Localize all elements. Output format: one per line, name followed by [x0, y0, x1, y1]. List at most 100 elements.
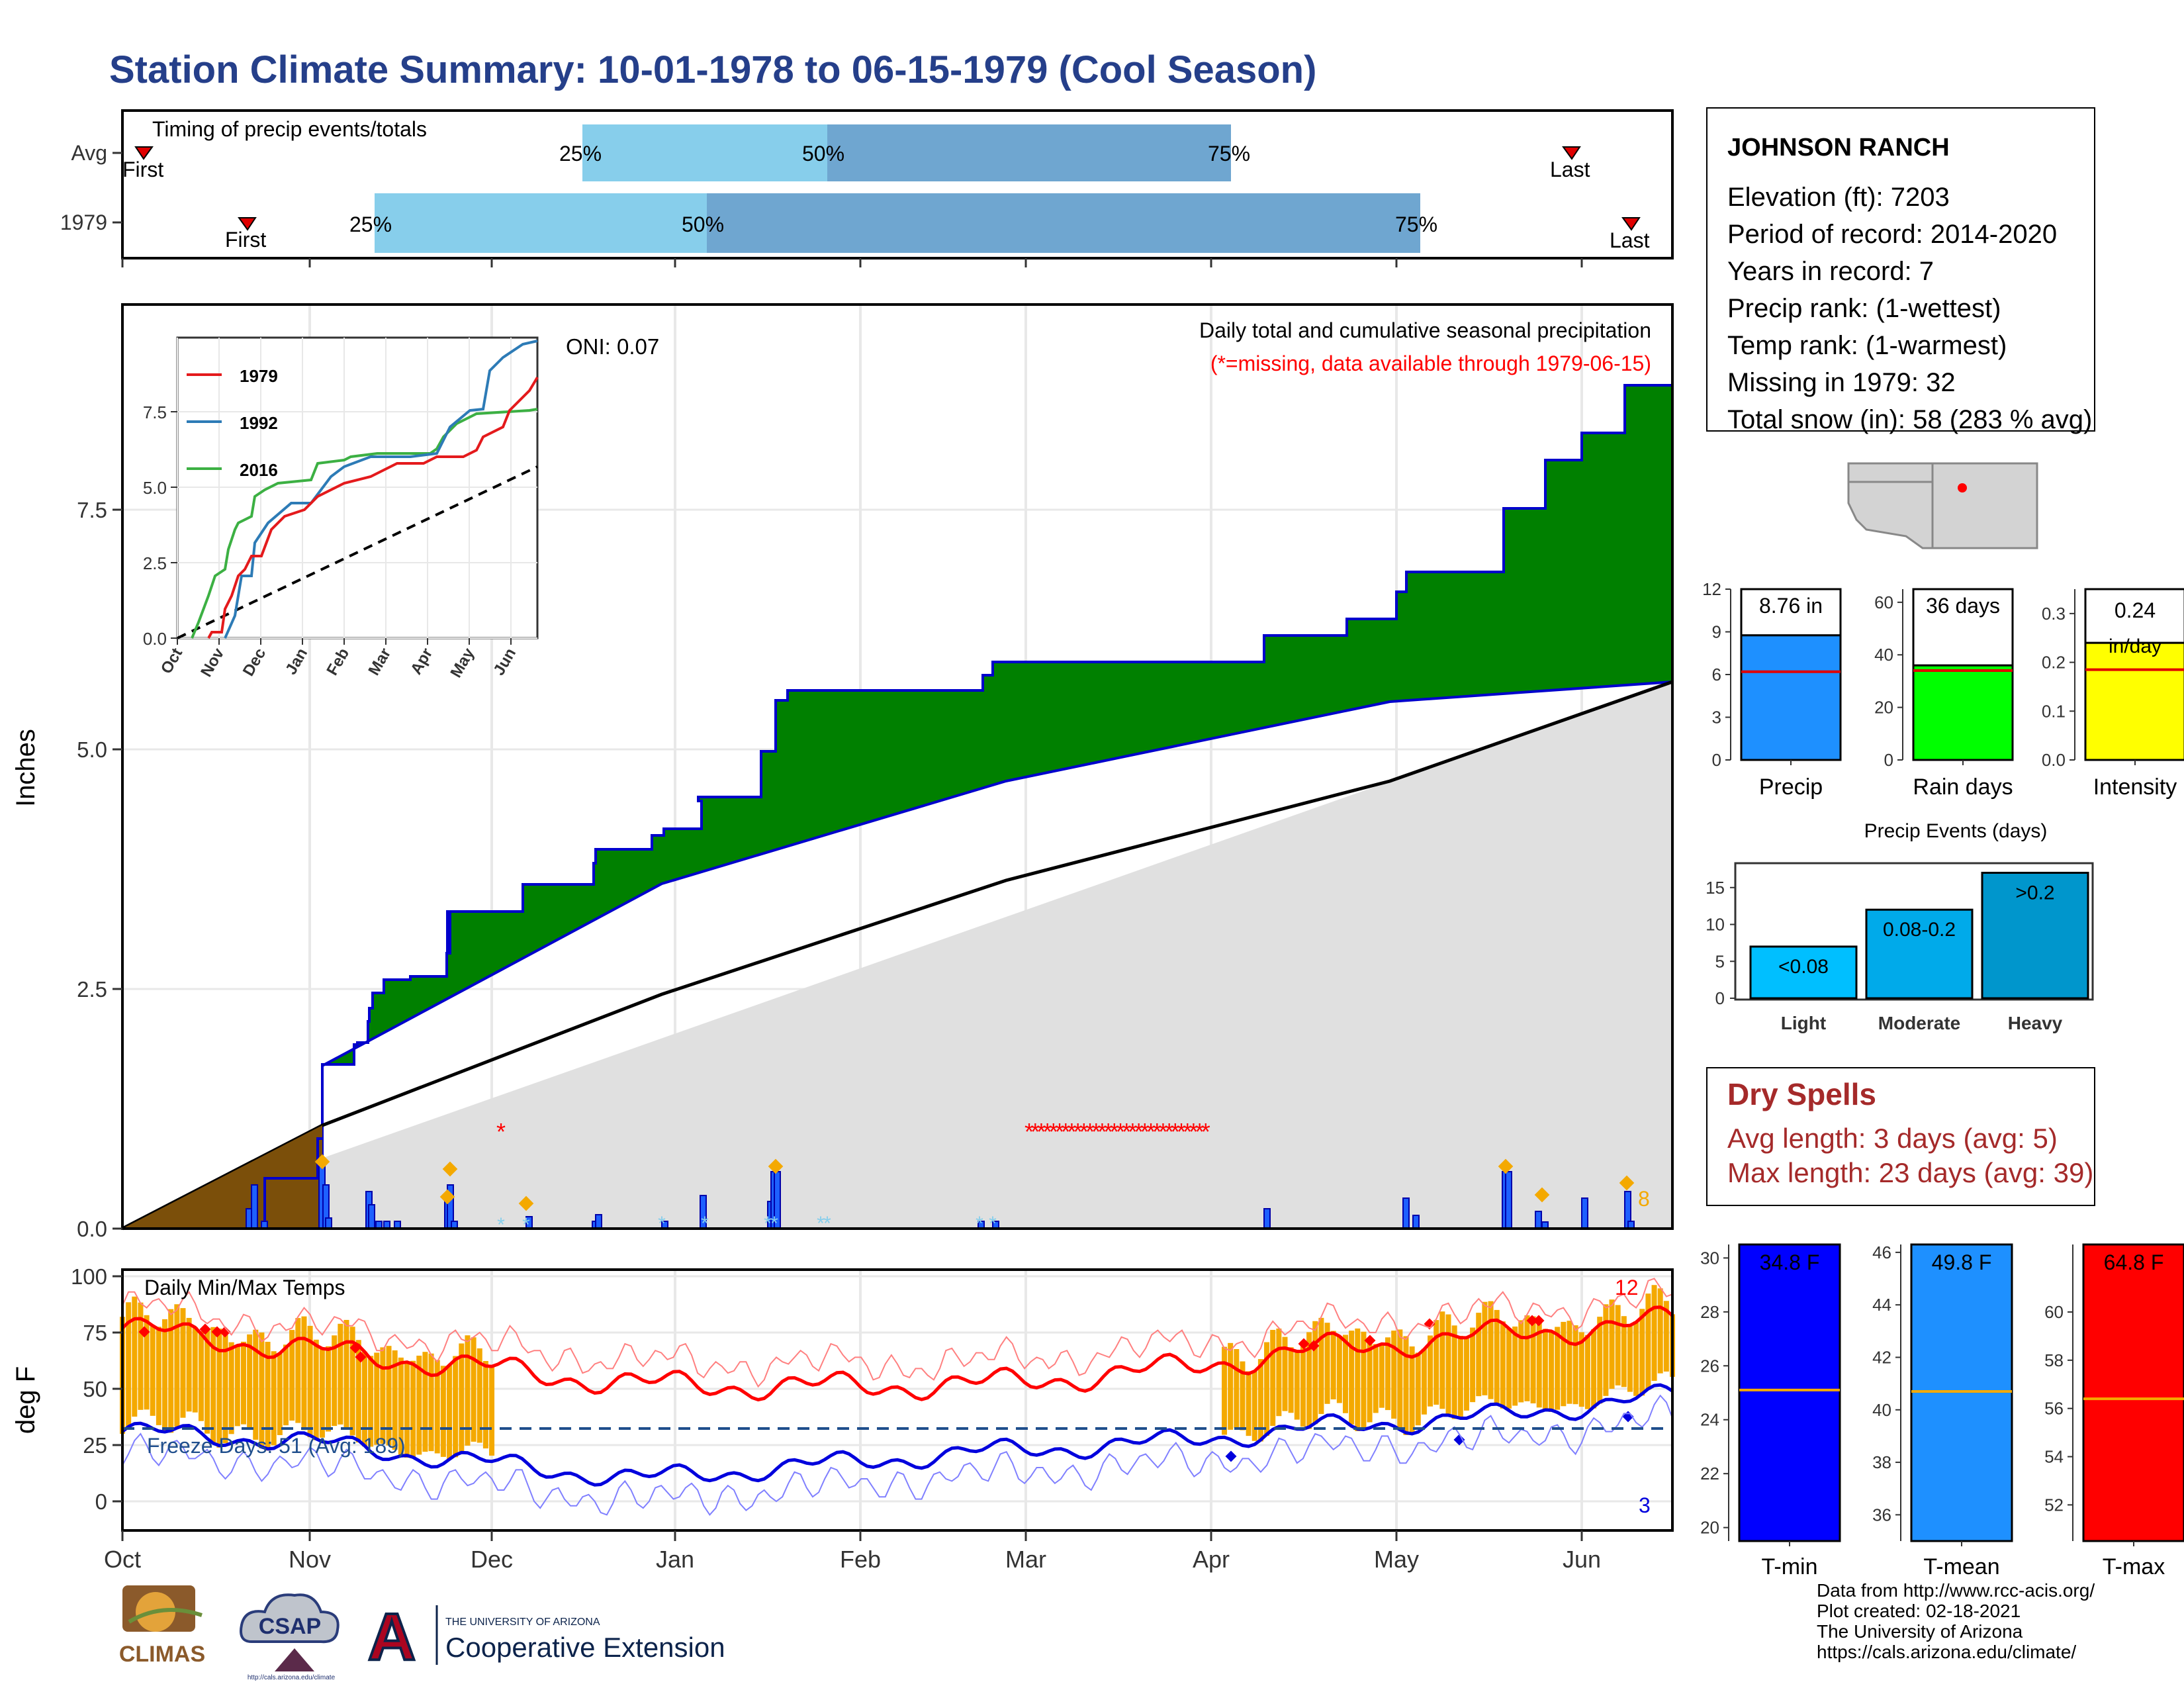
trace-marker: * [497, 1214, 505, 1236]
temp-summary-label: T-min [1762, 1554, 1818, 1579]
dry-spells-title: Dry Spells [1727, 1077, 1876, 1111]
daily-temp-range-bar [368, 1356, 374, 1447]
mini-y-tick-label: 3 [1712, 708, 1721, 727]
daily-temp-range-bar [1234, 1348, 1240, 1428]
precip-title: Daily total and cumulative seasonal prec… [1199, 318, 1651, 342]
temp-summary-tick-label: 60 [2044, 1302, 2064, 1322]
trace-marker: * [658, 1213, 666, 1235]
daily-temp-range-bar [465, 1335, 471, 1446]
record-low-marker [1225, 1450, 1237, 1462]
snow-event-marker [442, 1161, 458, 1177]
daily-temp-range-bar [1572, 1325, 1578, 1405]
daily-temp-range-bar [361, 1351, 367, 1447]
temp-daily-range-bars [120, 1285, 1675, 1462]
events-y-tick-label: 5 [1715, 951, 1725, 971]
mini-y-tick-label: 40 [1874, 645, 1893, 665]
daily-temp-range-bar [222, 1335, 228, 1444]
precip-y-ticks: 0.0 2.5 5.0 7.5 [77, 498, 122, 1241]
daily-temp-range-bar [1276, 1328, 1282, 1417]
daily-temp-range-bar [1536, 1322, 1542, 1408]
daily-temp-range-bar [253, 1329, 259, 1440]
trace-marker: * [770, 1213, 778, 1235]
daily-temp-range-bar [1463, 1337, 1469, 1411]
missing-mark: * [1152, 1118, 1161, 1145]
ua-letter: A [368, 1600, 416, 1671]
record-high-marker [1533, 1315, 1545, 1327]
daily-temp-range-bar [1349, 1331, 1355, 1425]
temp-min-average-line [121, 1383, 1674, 1487]
daily-temp-range-bar [489, 1366, 495, 1456]
trace-marker: * [976, 1213, 983, 1235]
station-info-box: JOHNSON RANCH Elevation (ft): 7203 Perio… [1706, 107, 2095, 434]
temp-y-tick-label: 50 [83, 1377, 107, 1401]
missing-mark: * [1067, 1118, 1076, 1145]
daily-temp-range-bar [1379, 1343, 1385, 1408]
daily-temp-range-bar [1282, 1336, 1288, 1411]
yr-q75-label: 75% [1395, 212, 1437, 236]
precip-y-tick-label: 0.0 [77, 1217, 107, 1241]
daily-precip-bar [368, 1204, 375, 1229]
mini-value-bar [1740, 634, 1842, 761]
missing-mark: * [1146, 1118, 1156, 1145]
daily-temp-range-bar [1421, 1348, 1427, 1415]
avg-q50-q75-bar [827, 124, 1231, 181]
daily-temp-range-bar [1518, 1320, 1524, 1403]
events-category-label: Heavy [2008, 1013, 2063, 1033]
daily-temp-range-bar [1288, 1347, 1294, 1413]
daily-temp-range-bar [1445, 1314, 1451, 1415]
daily-temp-range-bar [349, 1327, 355, 1436]
missing-mark: * [1134, 1118, 1144, 1145]
daily-temp-range-bar [1246, 1371, 1251, 1436]
missing-mark: * [496, 1118, 506, 1145]
daily-temp-range-bar [1222, 1346, 1228, 1435]
events-bar [1865, 908, 1974, 1000]
missing-mark: * [1128, 1118, 1137, 1145]
dry-spells-max: Max length: 23 days (avg: 39) [1727, 1157, 2094, 1188]
daily-temp-range-bar [392, 1350, 398, 1450]
daily-temp-range-bar [1476, 1313, 1482, 1397]
daily-temp-range-bar [1428, 1335, 1433, 1407]
daily-temp-range-bar [482, 1360, 488, 1449]
daily-temp-range-bar [422, 1352, 428, 1452]
daily-temp-range-bar [1318, 1317, 1324, 1415]
mini-y-tick-label: 0.3 [2042, 604, 2066, 624]
daily-temp-range-bar [1385, 1337, 1391, 1411]
locator-map [1847, 462, 2038, 549]
map-states [1847, 462, 2038, 549]
daily-temp-range-bar [1549, 1330, 1555, 1412]
early-season-blue-step [263, 1137, 322, 1229]
daily-precip-bar [1505, 1171, 1512, 1229]
daily-temp-range-bar [343, 1319, 349, 1429]
temp-summary-tick-label: 24 [1700, 1410, 1719, 1430]
mini-y-tick-label: 9 [1712, 622, 1721, 642]
mini-value-label: 36 days [1926, 594, 2000, 618]
month-tick-label: May [1374, 1546, 1419, 1573]
daily-temp-range-bar [295, 1318, 301, 1423]
precip-panel: * * * * ** ** * * * ****************************… [11, 303, 1674, 1241]
temp-max-count: 12 [1615, 1276, 1639, 1299]
daily-temp-range-bar [307, 1325, 313, 1438]
csap-url: http://cals.arizona.edu/climate [248, 1674, 336, 1681]
temp-y-tick-label: 25 [83, 1433, 107, 1458]
daily-temp-range-bar [1240, 1361, 1246, 1430]
missing-mark: * [1073, 1118, 1083, 1145]
temp-y-tick-label: 100 [71, 1264, 107, 1289]
temp-summary-tick-label: 26 [1700, 1356, 1719, 1376]
record-high-marker [355, 1351, 367, 1363]
daily-temp-range-bar [404, 1362, 410, 1458]
daily-temp-range-bar [326, 1346, 332, 1432]
mini-y-tick-label: 0.0 [2042, 750, 2066, 770]
daily-temp-range-bar [1270, 1330, 1276, 1427]
daily-temp-range-bar [410, 1360, 416, 1458]
daily-temp-range-bar [271, 1351, 277, 1446]
daily-temp-range-bar [477, 1348, 482, 1443]
mini-value-label: 0.24 [2115, 598, 2156, 622]
missing-mark: * [1110, 1118, 1119, 1145]
timing-panel: Timing of precip events/totals 25% 50% 7… [60, 109, 1674, 267]
temp-summary-label: T-mean [1923, 1554, 1999, 1579]
daily-temp-range-bar [1439, 1311, 1445, 1409]
daily-temp-range-bar [440, 1366, 446, 1457]
temp-min-count: 3 [1639, 1493, 1651, 1517]
mini-y-tick-label: 20 [1874, 698, 1893, 718]
daily-temp-range-bar [1500, 1321, 1506, 1409]
